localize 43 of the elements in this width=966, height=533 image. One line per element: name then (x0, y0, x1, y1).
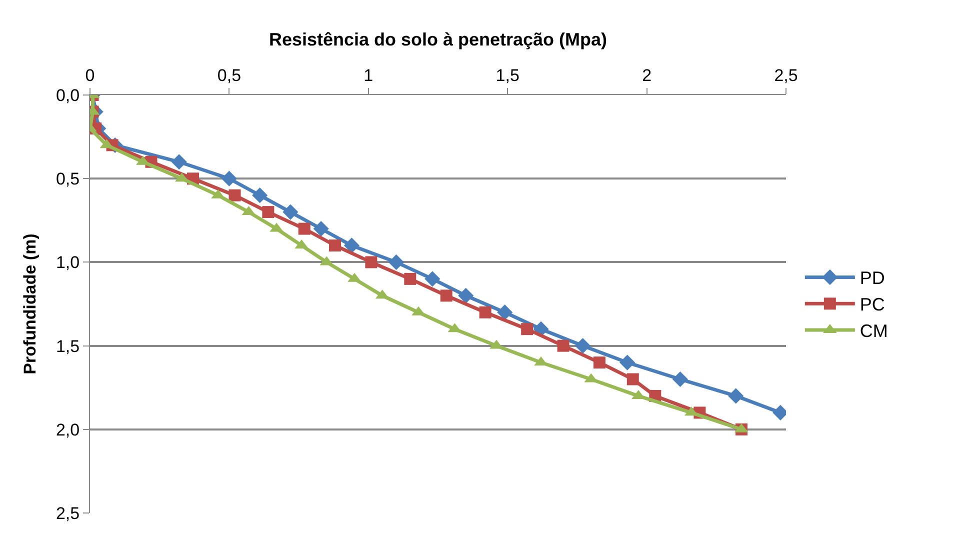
point (672, 371, 688, 388)
point (298, 222, 310, 235)
legend-label: PC (860, 294, 885, 315)
point (574, 338, 591, 354)
y-tick-label: 2,5 (56, 504, 80, 523)
y-tick-label: 0,5 (56, 170, 80, 189)
x-tick-label: 2,5 (774, 66, 798, 86)
point (365, 256, 378, 268)
point (344, 238, 360, 254)
point (328, 239, 341, 252)
y-tick-label: 0,0 (56, 86, 80, 105)
y-tick-label: 1,0 (56, 253, 80, 272)
x-tick-label: 1,5 (496, 66, 520, 86)
point (728, 388, 744, 404)
point (521, 323, 534, 336)
x-tick-label: 1 (364, 66, 374, 86)
point (404, 272, 416, 285)
point (313, 220, 329, 237)
point (221, 170, 237, 186)
x-axis-title: Resistência do solo à penetração (Mpa) (268, 29, 608, 50)
point (252, 188, 268, 204)
y-tick-label: 1,5 (56, 336, 80, 356)
point (262, 206, 274, 218)
point (479, 306, 492, 318)
point (497, 304, 513, 320)
point (440, 290, 452, 302)
point (626, 373, 639, 386)
point (171, 154, 187, 170)
y-tick-label: 2,0 (56, 420, 80, 440)
x-tick-label: 0 (85, 66, 95, 86)
y-axis-title: Profundidade (m) (20, 234, 40, 374)
point (228, 189, 241, 202)
legend-label: PD (860, 268, 885, 288)
point (557, 340, 570, 352)
point (388, 254, 404, 270)
x-tick-label: 2 (642, 66, 652, 86)
point (620, 354, 636, 370)
point (282, 204, 298, 220)
point (424, 271, 440, 287)
legend-label: CM (860, 321, 888, 342)
point (458, 288, 474, 304)
point (593, 356, 606, 369)
x-tick-label: 0,5 (217, 66, 242, 86)
